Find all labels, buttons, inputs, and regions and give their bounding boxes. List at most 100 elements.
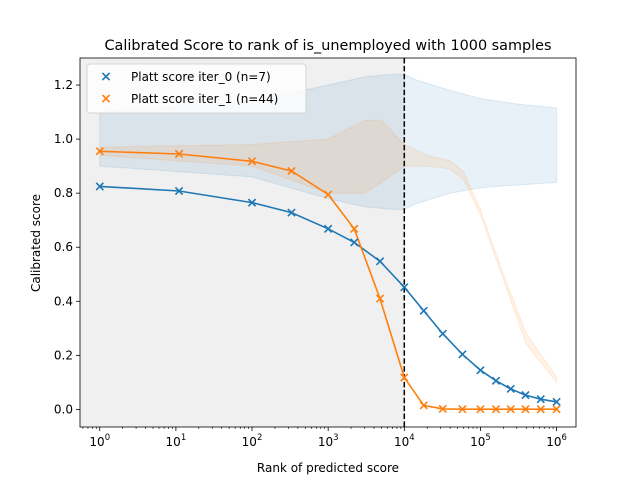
series-markers (95, 147, 561, 414)
marker-stroke (506, 384, 515, 394)
x-tick-label: 103 (318, 433, 339, 449)
marker-stroke (536, 394, 545, 404)
data-point-iter-0 (491, 376, 501, 385)
x-tick-label: 100 (89, 433, 110, 449)
marker-stroke (491, 404, 501, 414)
marker-stroke (375, 294, 385, 303)
data-point-iter-0 (375, 257, 385, 266)
marker-stroke (419, 306, 428, 315)
y-tick-label: 1.0 (54, 132, 73, 146)
marker-stroke (491, 376, 501, 385)
marker-stroke (458, 350, 467, 359)
y-tick-label: 0.6 (54, 240, 73, 254)
marker-stroke (324, 224, 333, 234)
legend-entry-iter-1: Platt score iter_1 (n=44) (101, 92, 278, 106)
marker-stroke (438, 329, 447, 338)
data-point-iter-1 (95, 147, 104, 156)
data-point-iter-1 (174, 149, 184, 159)
data-point-iter-1 (552, 404, 561, 414)
legend-marker-iter-1 (101, 94, 111, 103)
data-point-iter-1 (287, 166, 296, 176)
shaded-region (80, 58, 405, 427)
y-tick-label: 0.8 (54, 186, 73, 200)
marker-stroke (521, 390, 530, 400)
data-point-iter-1 (438, 404, 447, 414)
data-point-iter-1 (419, 401, 428, 410)
marker-stroke (95, 147, 104, 156)
data-point-iter-1 (491, 404, 501, 414)
x-tick-label: 105 (470, 433, 491, 449)
marker-stroke (400, 283, 409, 292)
marker-stroke (247, 157, 257, 166)
y-axis-label: Calibrated score (29, 194, 43, 292)
marker-stroke (350, 224, 359, 234)
marker-stroke (506, 404, 515, 414)
data-point-iter-1 (521, 404, 530, 414)
data-point-iter-1 (506, 404, 515, 414)
data-point-iter-0 (438, 329, 447, 338)
data-point-iter-1 (536, 404, 545, 414)
data-point-iter-0 (458, 350, 467, 359)
x-tick-label: 104 (394, 433, 415, 449)
legend-label-iter-1: Platt score iter_1 (n=44) (131, 92, 278, 106)
legend-label-iter-0: Platt score iter_0 (n=7) (131, 70, 271, 84)
marker-stroke (400, 373, 409, 382)
marker-stroke (287, 166, 296, 176)
marker-stroke (438, 404, 447, 414)
marker-stroke (101, 94, 111, 103)
y-tick-label: 0.0 (54, 402, 73, 416)
chart-title: Calibrated Score to rank of is_unemploye… (105, 38, 552, 54)
marker-stroke (350, 238, 359, 247)
data-point-iter-0 (552, 397, 561, 407)
marker-stroke (476, 404, 485, 414)
marker-stroke (287, 208, 296, 217)
legend-x-marker (101, 94, 111, 103)
marker-stroke (536, 404, 545, 414)
data-point-iter-1 (350, 224, 359, 234)
data-point-iter-1 (458, 404, 467, 414)
data-point-iter-0 (95, 182, 104, 191)
x-tick-label: 101 (166, 433, 187, 449)
data-point-iter-0 (174, 186, 184, 196)
y-tick-label: 0.4 (54, 294, 73, 308)
marker-stroke (101, 72, 111, 81)
marker-stroke (375, 257, 385, 266)
legend-marker-iter-0 (101, 72, 111, 81)
y-tick-label: 1.2 (54, 78, 73, 92)
data-point-iter-1 (400, 373, 409, 382)
data-point-iter-0 (521, 390, 530, 400)
x-tick-label: 106 (546, 433, 567, 449)
data-point-iter-1 (375, 294, 385, 303)
marker-stroke (552, 397, 561, 407)
data-point-iter-0 (419, 306, 428, 315)
confidence-band-iter-1 (99, 119, 558, 384)
marker-stroke (324, 190, 333, 199)
marker-stroke (174, 186, 184, 196)
x-axis-label: Rank of predicted score (257, 461, 399, 475)
data-point-iter-0 (287, 208, 296, 217)
data-point-iter-0 (247, 198, 257, 207)
data-point-iter-1 (476, 404, 485, 414)
y-axis: 0.0 0.2 0.4 0.6 0.8 1.0 1.2 (54, 78, 80, 416)
marker-stroke (174, 149, 184, 159)
data-point-iter-1 (247, 157, 257, 166)
x-axis: 100 101 102 103 104 105 106 (82, 427, 567, 449)
data-point-iter-0 (476, 366, 485, 375)
x-tick-label: 102 (242, 433, 263, 449)
legend-box (86, 63, 307, 114)
marker-stroke (247, 198, 257, 207)
data-point-iter-0 (400, 283, 409, 292)
y-tick-label: 0.2 (54, 348, 73, 362)
marker-stroke (552, 404, 561, 414)
legend-x-marker (101, 72, 111, 81)
marker-stroke (419, 401, 428, 410)
legend-entry-iter-0: Platt score iter_0 (n=7) (101, 70, 271, 84)
data-point-iter-0 (506, 384, 515, 394)
data-point-iter-0 (536, 394, 545, 404)
data-point-iter-1 (324, 190, 333, 199)
data-point-iter-0 (350, 238, 359, 247)
marker-stroke (458, 404, 467, 414)
marker-stroke (476, 366, 485, 375)
marker-stroke (521, 404, 530, 414)
